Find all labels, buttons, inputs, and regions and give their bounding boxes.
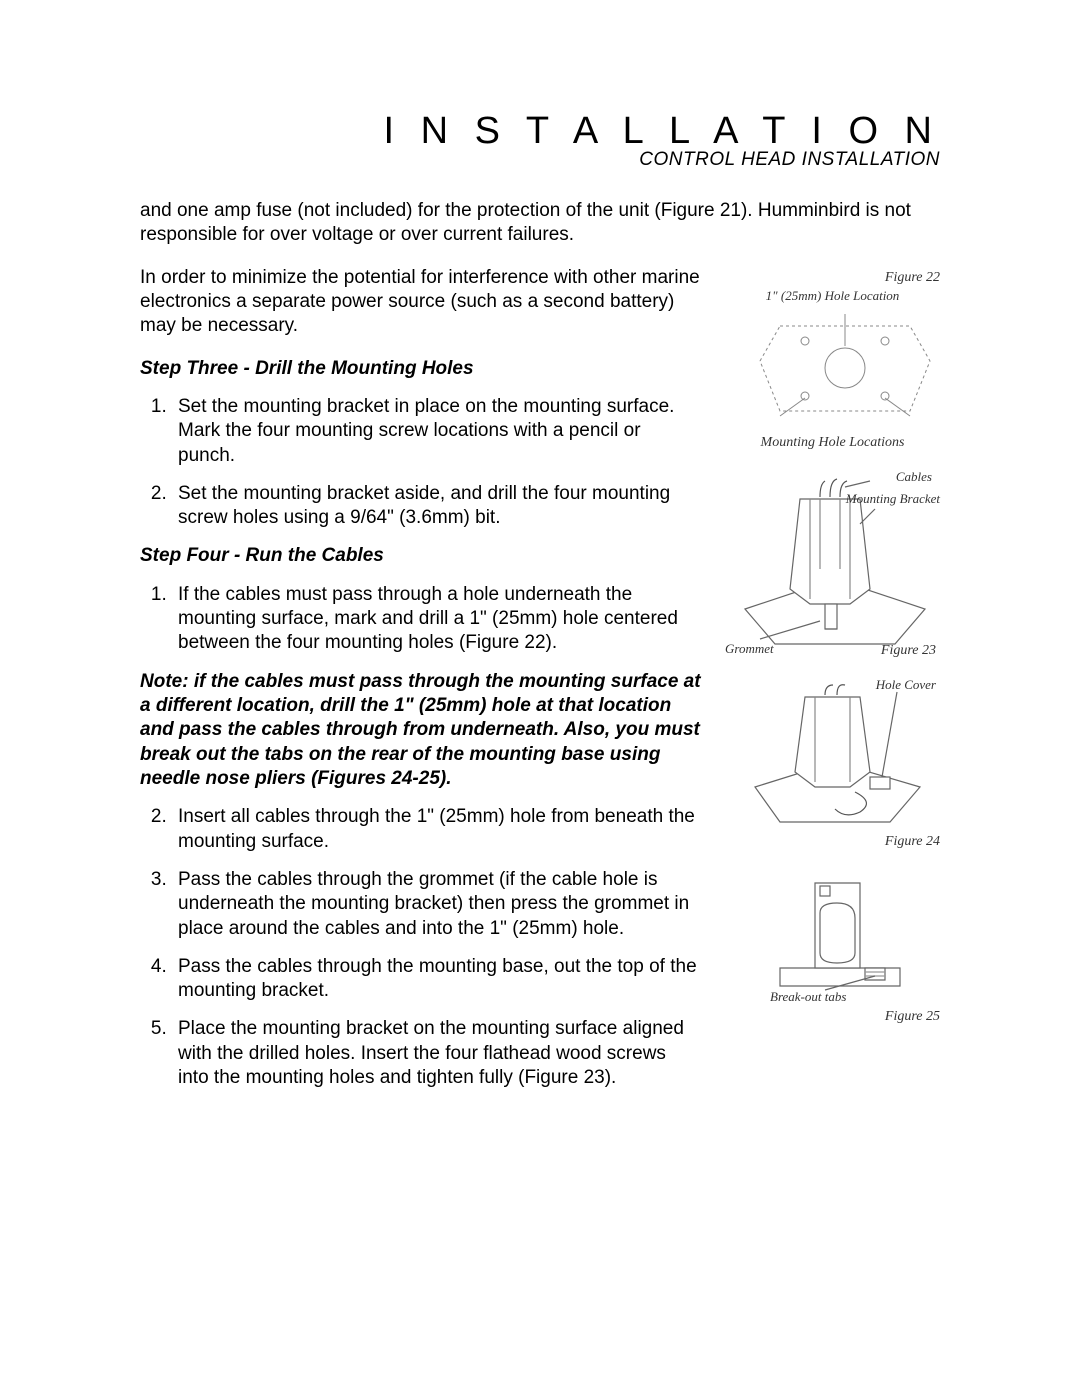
figure-23-label-bracket: Mounting Bracket [846,491,940,507]
figure-24-label-hole-cover: Hole Cover [876,677,936,693]
step-three-heading: Step Three - Drill the Mounting Holes [140,357,701,381]
list-item: Place the mounting bracket on the mounti… [172,1017,701,1090]
figure-23-caption: Figure 23 [881,643,936,659]
list-item: If the cables must pass through a hole u… [172,583,701,656]
list-item: Set the mounting bracket aside, and dril… [172,482,701,531]
figure-25-diagram [725,868,940,998]
page-header: I N S T A L L A T I O N CONTROL HEAD INS… [140,110,940,171]
document-page: I N S T A L L A T I O N CONTROL HEAD INS… [0,0,1080,1397]
intro-paragraph-1: and one amp fuse (not included) for the … [140,199,940,248]
figure-25-caption: Figure 25 [725,1009,940,1025]
figure-25-block: Break-out tabs Figure 25 [725,868,940,1025]
figure-24-diagram [725,677,940,827]
list-item: Set the mounting bracket in place on the… [172,395,701,468]
step-four-list-a: If the cables must pass through a hole u… [140,583,701,656]
list-item: Pass the cables through the mounting bas… [172,955,701,1004]
header-title: I N S T A L L A T I O N [140,110,940,153]
figure-23-label-grommet: Grommet [725,641,774,657]
figure-column: Figure 22 1" (25mm) Hole Location [725,266,940,1105]
intro-paragraph-2: In order to minimize the potential for i… [140,266,701,339]
figure-25-label-tabs: Break-out tabs [770,989,846,1005]
figure-24-caption: Figure 24 [725,834,940,850]
figure-23-block: Cables Mounting Bracket [725,469,940,659]
step-three-list: Set the mounting bracket in place on the… [140,395,701,531]
step-four-list-b: Insert all cables through the 1" (25mm) … [140,805,701,1090]
note-paragraph: Note: if the cables must pass through th… [140,670,701,792]
figure-22-block: Figure 22 1" (25mm) Hole Location [725,270,940,451]
figure-22-bottom-label: Mounting Hole Locations [725,435,940,451]
text-column: In order to minimize the potential for i… [140,266,701,1105]
list-item: Pass the cables through the grommet (if … [172,868,701,941]
figure-22-diagram [750,306,940,426]
body-two-column: In order to minimize the potential for i… [140,266,940,1105]
figure-22-caption: Figure 22 [725,270,940,286]
list-item: Insert all cables through the 1" (25mm) … [172,805,701,854]
figure-23-label-cables: Cables [896,469,932,485]
figure-22-top-label: 1" (25mm) Hole Location [725,288,940,304]
step-four-heading: Step Four - Run the Cables [140,544,701,568]
figure-24-block: Hole Cover [725,677,940,850]
